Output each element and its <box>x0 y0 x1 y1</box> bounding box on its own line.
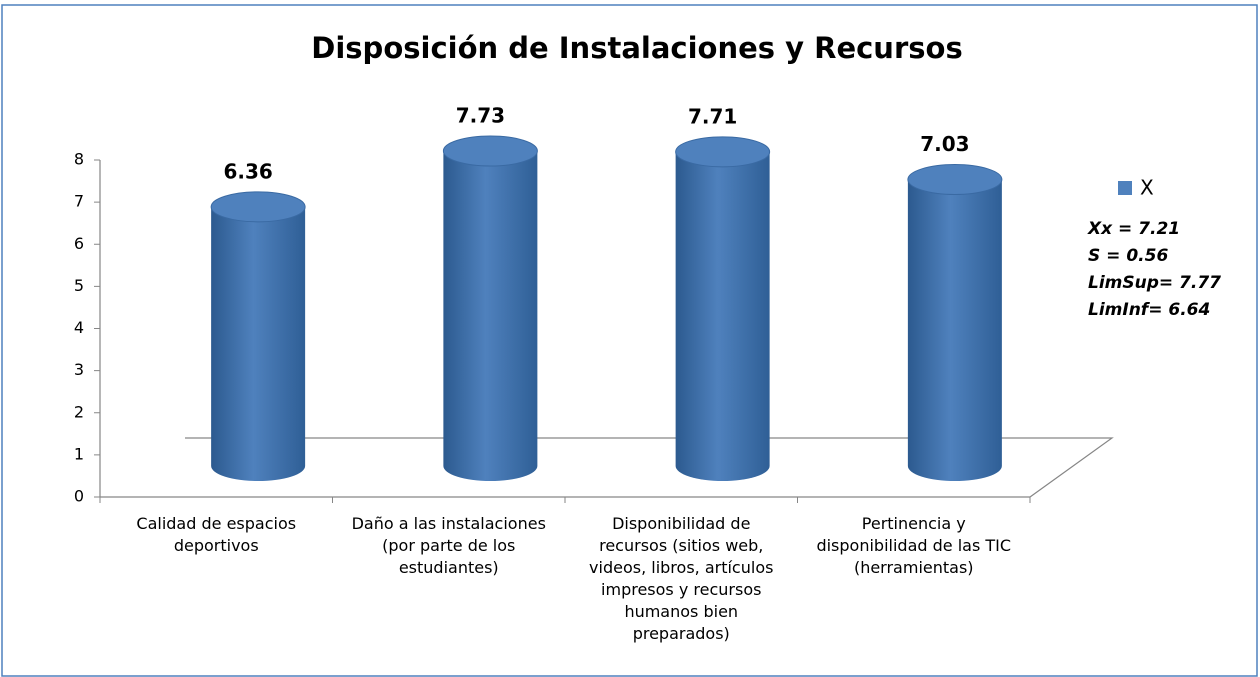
y-tick-label: 3 <box>74 360 84 379</box>
bar <box>907 179 1002 481</box>
value-label: 6.36 <box>223 159 272 183</box>
y-tick-label: 0 <box>74 487 84 506</box>
bar-top <box>442 135 538 167</box>
y-tick-label: 5 <box>74 276 84 295</box>
legend-label: X <box>1140 176 1154 200</box>
y-tick-label: 7 <box>74 192 84 211</box>
bar-top <box>907 164 1003 196</box>
x-tick-label: Disponibilidad de recursos (sitios web, … <box>589 514 774 643</box>
annotation: LimSup= 7.77 <box>1088 273 1221 293</box>
y-tick-label: 8 <box>74 150 84 169</box>
legend-swatch <box>1118 181 1132 195</box>
value-label: 7.73 <box>456 104 505 128</box>
y-tick-label: 4 <box>74 318 84 337</box>
annotation: Xx = 7.21 <box>1087 219 1180 239</box>
y-tick-label: 6 <box>74 234 84 253</box>
value-label: 7.03 <box>920 132 969 156</box>
x-tick-label: Pertinencia y disponibilidad de las TIC … <box>816 514 1012 577</box>
bar-top <box>675 136 771 168</box>
bar <box>211 206 306 481</box>
frame <box>1 4 1258 677</box>
value-label: 7.71 <box>688 104 737 128</box>
y-tick-label: 2 <box>74 402 84 421</box>
bar-top <box>210 191 306 223</box>
annotation: LimInf= 6.64 <box>1088 300 1210 320</box>
annotation: S = 0.56 <box>1088 246 1168 266</box>
x-tick-label: Daño a las instalaciones (por parte de l… <box>351 514 546 577</box>
y-tick-label: 1 <box>74 444 84 463</box>
chart-title: Disposición de Instalaciones y Recursos <box>311 31 962 65</box>
bar <box>675 151 770 481</box>
bar <box>443 151 538 481</box>
x-tick-label: Calidad de espacios deportivos <box>136 514 297 555</box>
